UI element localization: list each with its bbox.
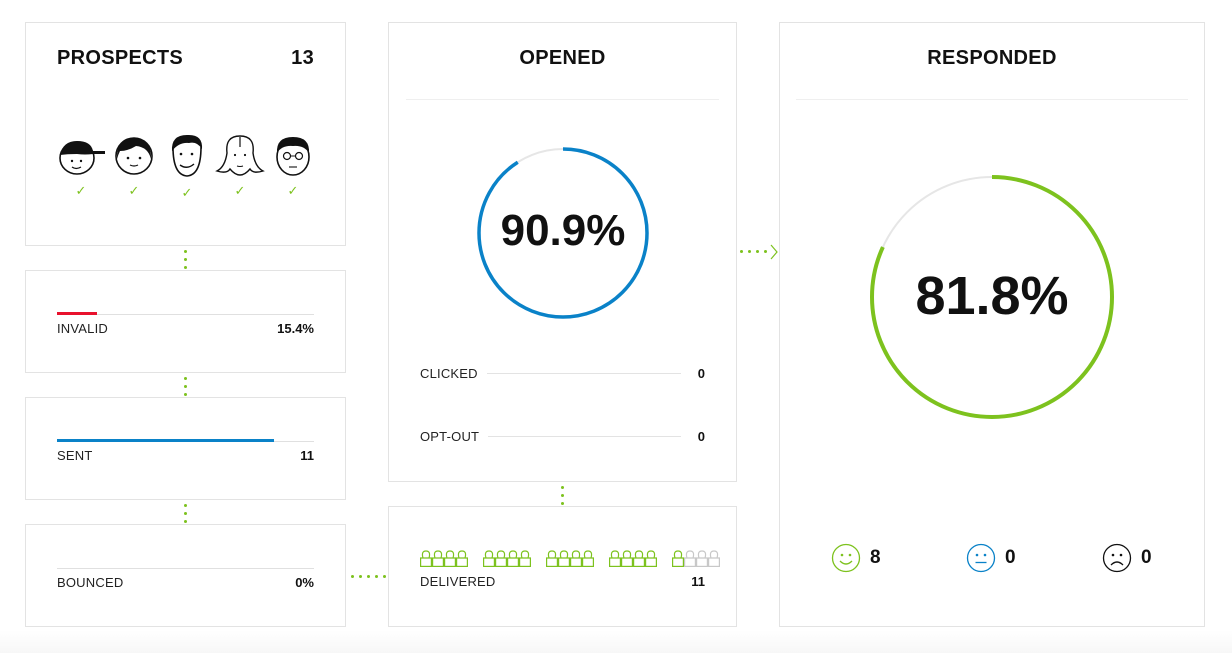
responded-title: RESPONDED [927,47,1057,69]
valid-check-icon: ✓ [128,183,140,198]
responded-progress-ring: 81.8% [870,175,1114,419]
person-icon [582,550,594,567]
prospects-count: 13 [291,47,314,69]
people-group [483,549,531,567]
invalid-value: 15.4% [277,321,314,336]
person-icon [570,550,582,567]
opened-percent: 90.9% [500,206,626,255]
invalid-bar-track [57,312,314,315]
delivered-people-icons [420,549,720,567]
sent-value: 11 [300,448,314,463]
sent-label: SENT [57,448,93,463]
delivered-value: 11 [691,574,705,589]
person-icon [420,550,432,567]
person-icon [495,550,507,567]
person-icon [609,550,621,567]
person-icon [558,550,570,567]
prospect-avatar-4[interactable]: ✓ [215,133,265,201]
bounced-bar-track [57,568,314,569]
people-group [609,549,657,567]
prospect-avatar-5[interactable]: ✓ [268,133,318,201]
person-icon [456,550,468,567]
mood-neutral[interactable]: 0 [966,543,1016,573]
divider [406,99,719,100]
connector-dots [351,575,391,578]
mood-positive[interactable]: 8 [831,543,881,573]
people-group [420,549,468,567]
person-icon [621,550,633,567]
prospects-title: PROSPECTS [57,47,184,69]
man-glasses-avatar-icon [276,137,310,176]
girl-bob-avatar-icon [115,137,153,175]
people-group [672,549,720,567]
person-icon [696,550,708,567]
opened-title: OPENED [519,47,606,69]
people-group [546,549,594,567]
valid-check-icon: ✓ [234,183,246,198]
prospect-avatar-1[interactable]: ✓ [56,133,106,201]
neutral-face-icon [966,543,996,573]
opened-card: OPENED 90.9% CLICKED 0 OPT-OUT 0 [388,22,737,482]
person-icon [645,550,657,567]
invalid-label: INVALID [57,321,109,336]
person-icon [546,550,558,567]
clicked-line [486,373,681,374]
prospect-avatar-3[interactable]: ✓ [162,133,212,201]
bounced-value: 0% [295,575,314,590]
sent-card: SENT 11 [25,397,346,500]
person-icon [507,550,519,567]
positive-count: 8 [870,547,881,568]
mood-negative[interactable]: 0 [1102,543,1152,573]
valid-check-icon: ✓ [75,183,87,198]
happy-face-icon [831,543,861,573]
sent-bar-fill [57,439,275,442]
person-icon [672,550,684,567]
sent-bar-track [57,439,314,442]
person-icon [519,550,531,567]
prospect-avatars: ✓ ✓ ✓ [56,133,318,201]
chevron-right-icon [770,244,778,260]
delivered-card: DELIVERED 11 [388,506,737,627]
divider [796,99,1188,100]
opt-out-line [488,436,681,437]
person-icon [483,550,495,567]
invalid-card: INVALID 15.4% [25,270,346,373]
man-avatar-icon [171,134,203,177]
opt-out-value: 0 [697,429,705,444]
person-icon [432,550,444,567]
connector-dots [184,504,187,528]
clicked-value: 0 [697,366,705,381]
person-icon [708,550,720,567]
connector-dots [561,486,564,510]
connector-dots [184,377,187,401]
boy-cap-avatar-icon [59,141,105,175]
delivered-label: DELIVERED [420,574,496,589]
person-icon [633,550,645,567]
woman-long-hair-avatar-icon [215,135,265,176]
clicked-row: CLICKED 0 [420,366,705,381]
opened-progress-ring: 90.9% [476,146,650,320]
prospects-card: PROSPECTS 13 ✓ ✓ [25,22,346,246]
responded-percent: 81.8% [915,266,1069,326]
connector-dots [184,250,187,274]
bounced-card: BOUNCED 0% [25,524,346,627]
opt-out-label: OPT-OUT [420,429,480,444]
invalid-bar-fill [57,312,97,315]
opt-out-row: OPT-OUT 0 [420,429,705,444]
prospect-avatar-2[interactable]: ✓ [109,133,159,201]
clicked-label: CLICKED [420,366,478,381]
responded-card: RESPONDED 81.8% 8 0 0 [779,22,1205,627]
person-icon [684,550,696,567]
person-icon [444,550,456,567]
sad-face-icon [1102,543,1132,573]
neutral-count: 0 [1005,547,1016,568]
negative-count: 0 [1141,547,1152,568]
connector-arrow [740,244,780,260]
valid-check-icon: ✓ [181,185,193,200]
bounced-label: BOUNCED [57,575,124,590]
valid-check-icon: ✓ [287,183,299,198]
